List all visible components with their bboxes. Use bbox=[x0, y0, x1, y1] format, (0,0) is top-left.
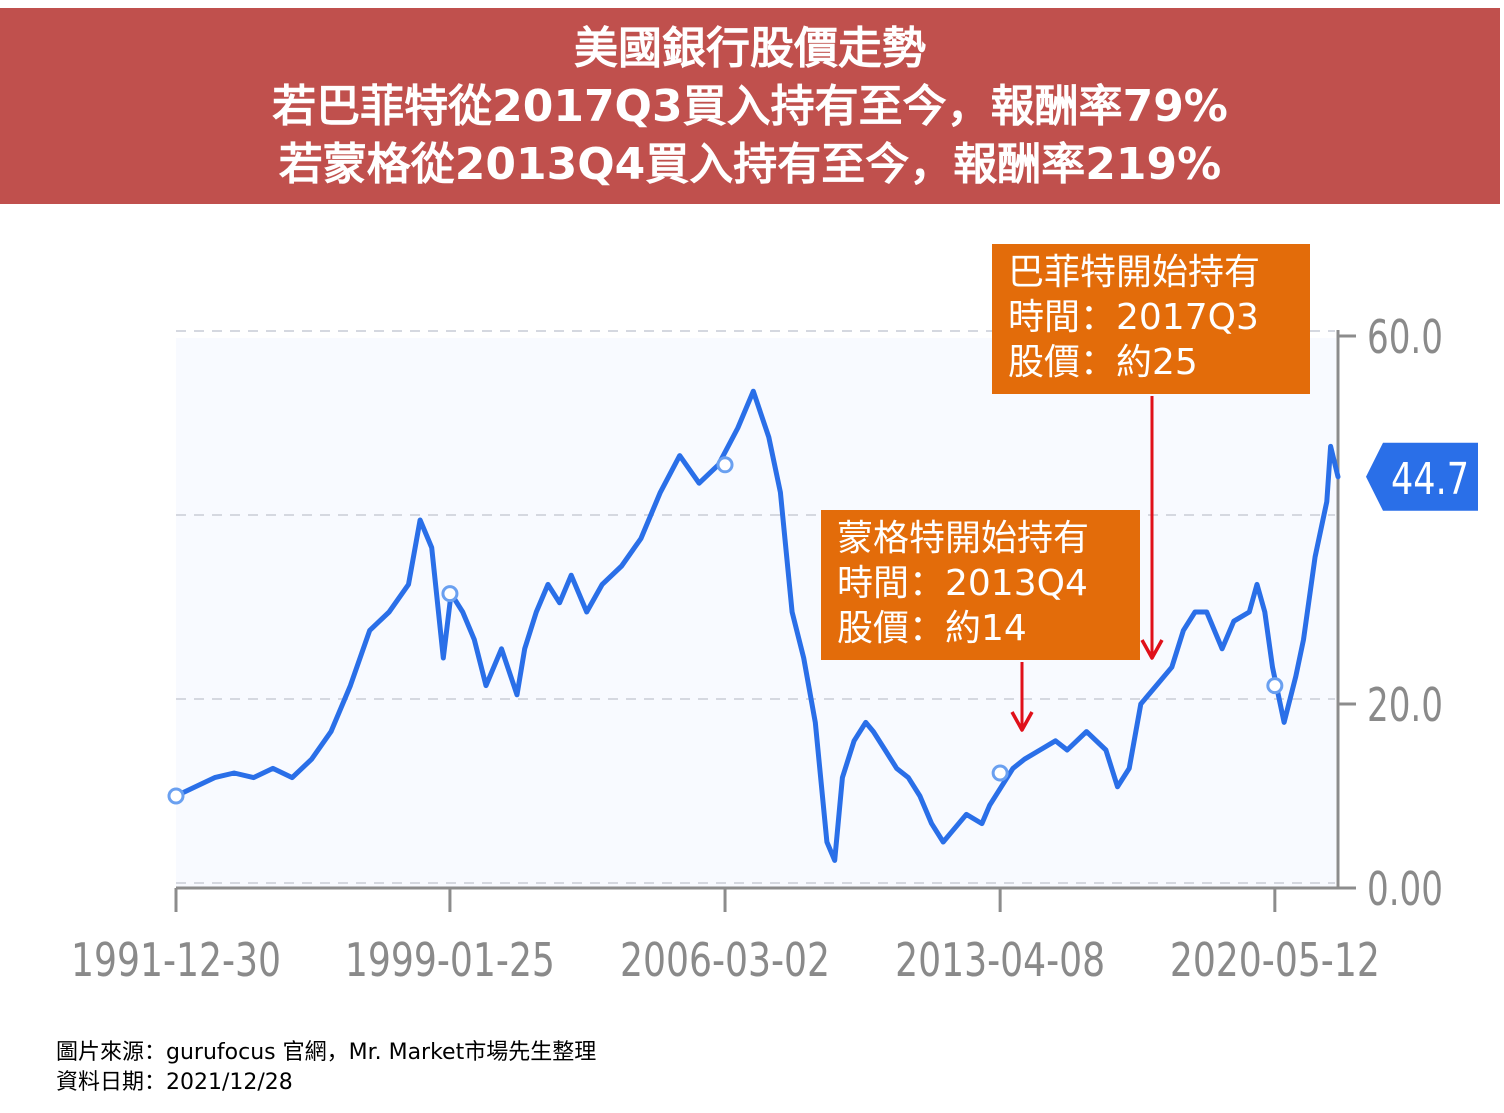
title-line-2: 若巴菲特從2017Q3買入持有至今，報酬率79% bbox=[272, 81, 1228, 132]
munger-arrow-head bbox=[1010, 711, 1034, 732]
tick-marker bbox=[991, 764, 1009, 782]
munger-callout-price: 股價：約14 bbox=[837, 608, 1027, 649]
buffett-callout-price: 股價：約25 bbox=[1008, 342, 1198, 383]
plot-area bbox=[176, 338, 1336, 888]
y-tick-label: 20.0 bbox=[1367, 678, 1443, 732]
tick-marker bbox=[441, 585, 459, 603]
current-price-tag bbox=[1366, 442, 1478, 511]
tick-marker bbox=[716, 456, 734, 474]
buffett-callout-title: 巴菲特開始持有 bbox=[1008, 252, 1261, 293]
x-tick-label: 1991-12-30 bbox=[71, 933, 281, 987]
munger-callout-time: 時間：2013Q4 bbox=[837, 563, 1088, 604]
price-line bbox=[173, 388, 1341, 863]
x-tick-label: 1999-01-25 bbox=[345, 933, 555, 987]
buffett-callout: 巴菲特開始持有 時間：2017Q3 股價：約25 bbox=[992, 244, 1310, 394]
footer: 圖片來源：gurufocus 官網，Mr. Market市場先生整理 資料日期：… bbox=[56, 1038, 596, 1098]
x-tick-label: 2020-05-12 bbox=[1170, 933, 1380, 987]
x-tick-label: 2006-03-02 bbox=[620, 933, 830, 987]
y-tick-label: 60.0 bbox=[1367, 310, 1443, 364]
tick-marker bbox=[167, 787, 185, 805]
current-price-label: 44.7 bbox=[1391, 454, 1469, 505]
series-layer bbox=[167, 388, 1341, 863]
title-banner: 美國銀行股價走勢 若巴菲特從2017Q3買入持有至今，報酬率79% 若蒙格從20… bbox=[0, 8, 1500, 204]
title-line-3: 若蒙格從2013Q4買入持有至今，報酬率219% bbox=[278, 139, 1222, 190]
source-note: 圖片來源：gurufocus 官網，Mr. Market市場先生整理 bbox=[56, 1040, 597, 1065]
grid-layer bbox=[176, 330, 1335, 884]
x-tick-label: 2013-04-08 bbox=[895, 933, 1105, 987]
munger-callout: 蒙格特開始持有 時間：2013Q4 股價：約14 bbox=[821, 510, 1140, 660]
tick-marker bbox=[1266, 677, 1284, 695]
price-chart: 1991-12-30 1999-01-25 2006-03-02 2013-04-08… bbox=[71, 310, 1478, 987]
buffett-callout-time: 時間：2017Q3 bbox=[1008, 297, 1259, 338]
title-line-1: 美國銀行股價走勢 bbox=[574, 23, 926, 74]
munger-callout-title: 蒙格特開始持有 bbox=[837, 518, 1090, 559]
axis-layer: 1991-12-30 1999-01-25 2006-03-02 2013-04-08… bbox=[71, 310, 1443, 987]
y-tick-label: 0.00 bbox=[1367, 862, 1443, 916]
date-note: 資料日期：2021/12/28 bbox=[56, 1070, 293, 1095]
buffett-arrow-head bbox=[1140, 639, 1164, 660]
annotation-layer: 44.7 bbox=[1010, 396, 1478, 732]
